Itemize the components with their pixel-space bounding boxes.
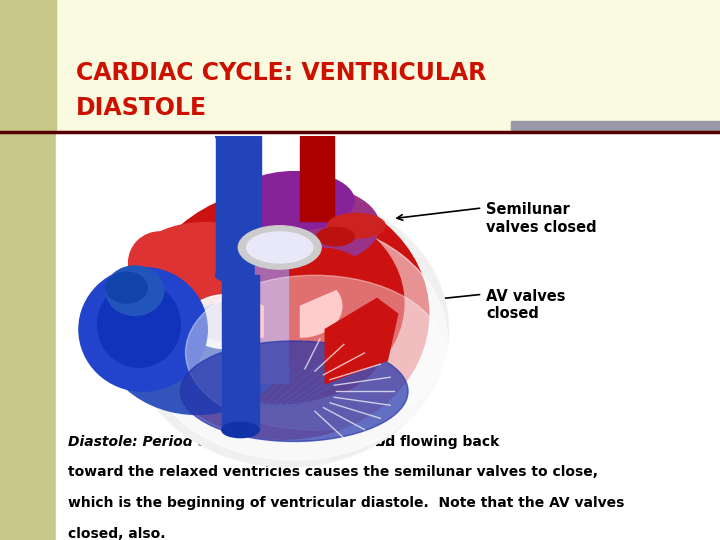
Ellipse shape bbox=[106, 266, 163, 315]
Ellipse shape bbox=[317, 227, 354, 246]
Ellipse shape bbox=[97, 282, 180, 367]
Circle shape bbox=[106, 272, 147, 303]
Polygon shape bbox=[325, 299, 397, 383]
Ellipse shape bbox=[255, 237, 288, 258]
Bar bbox=[56, 132, 720, 540]
Ellipse shape bbox=[99, 244, 295, 414]
Ellipse shape bbox=[129, 232, 191, 294]
Bar bbox=[215, 136, 261, 275]
Bar bbox=[255, 244, 288, 383]
Ellipse shape bbox=[197, 302, 255, 341]
Ellipse shape bbox=[186, 295, 265, 349]
Wedge shape bbox=[222, 291, 264, 337]
Text: Semilunar
valves closed: Semilunar valves closed bbox=[486, 202, 597, 235]
Ellipse shape bbox=[139, 188, 428, 439]
Text: toward the relaxed ventricles causes the semilunar valves to close,: toward the relaxed ventricles causes the… bbox=[68, 465, 598, 480]
Text: which is the beginning of ventricular diastole.  Note that the AV valves: which is the beginning of ventricular di… bbox=[68, 496, 625, 510]
Ellipse shape bbox=[79, 267, 207, 391]
Ellipse shape bbox=[127, 192, 449, 467]
Ellipse shape bbox=[215, 129, 261, 144]
Ellipse shape bbox=[215, 267, 261, 283]
Ellipse shape bbox=[186, 275, 444, 430]
Ellipse shape bbox=[246, 232, 312, 263]
Bar bbox=[0, 0, 56, 540]
Ellipse shape bbox=[141, 220, 447, 460]
Ellipse shape bbox=[238, 226, 321, 269]
Ellipse shape bbox=[135, 222, 276, 303]
Ellipse shape bbox=[234, 172, 354, 231]
Bar bbox=[511, 121, 720, 132]
Bar bbox=[300, 136, 333, 221]
Text: closed, also.: closed, also. bbox=[68, 527, 166, 540]
Text: Diastole: Period of isovolumic relaxation.: Diastole: Period of isovolumic relaxatio… bbox=[68, 435, 391, 449]
Text: DIASTOLE: DIASTOLE bbox=[76, 96, 207, 120]
Wedge shape bbox=[300, 291, 342, 337]
Text: Blood flowing back: Blood flowing back bbox=[346, 435, 499, 449]
Ellipse shape bbox=[156, 202, 404, 403]
Text: AV valves
closed: AV valves closed bbox=[486, 289, 565, 321]
Text: CARDIAC CYCLE: VENTRICULAR: CARDIAC CYCLE: VENTRICULAR bbox=[76, 61, 486, 85]
Ellipse shape bbox=[180, 341, 408, 442]
Ellipse shape bbox=[328, 213, 385, 238]
Ellipse shape bbox=[230, 186, 379, 266]
Bar bbox=[222, 275, 259, 430]
Ellipse shape bbox=[251, 248, 392, 395]
Ellipse shape bbox=[222, 422, 259, 437]
